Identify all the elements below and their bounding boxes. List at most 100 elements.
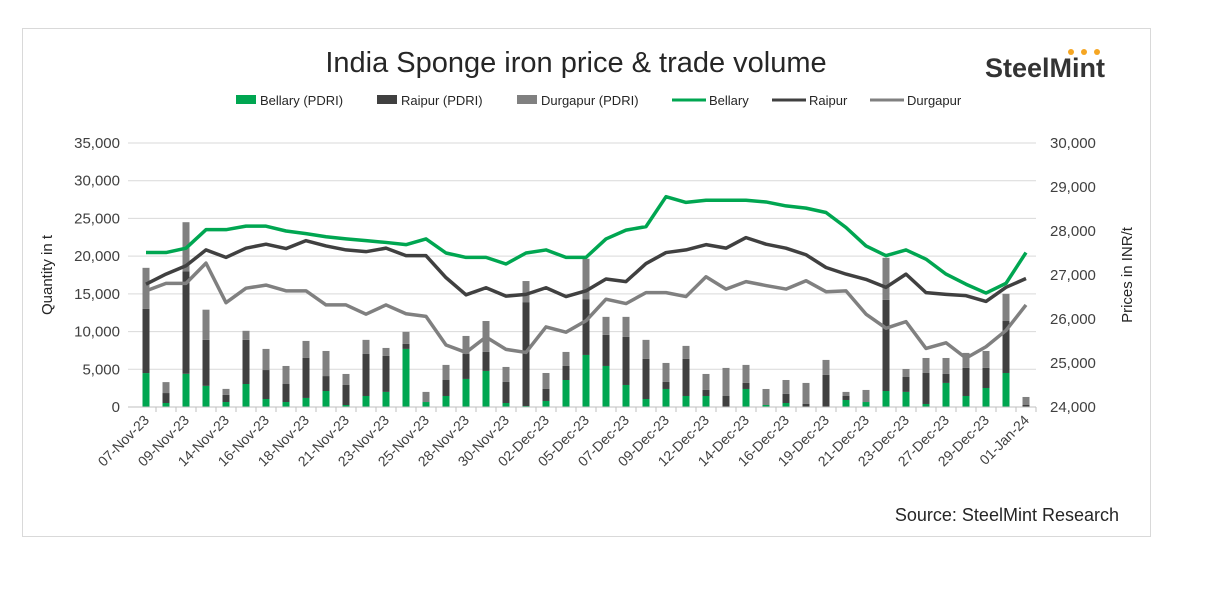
- bar-durgapur-pdri: [222, 388, 230, 395]
- bar-raipur-pdri: [262, 370, 270, 400]
- y-tick-right: 24,000: [1050, 399, 1096, 416]
- bar-durgapur-pdri: [1022, 396, 1030, 406]
- bar-durgapur-pdri: [402, 331, 410, 344]
- y-tick-left: 5,000: [82, 361, 120, 378]
- bar-raipur-pdri: [162, 393, 170, 404]
- y-axis-left-label: Quantity in t: [39, 234, 56, 315]
- bar-raipur-pdri: [222, 394, 230, 403]
- bar-durgapur-pdri: [262, 348, 270, 371]
- bar-durgapur-pdri: [342, 373, 350, 385]
- bar-durgapur-pdri: [622, 316, 630, 337]
- bar-raipur-pdri: [282, 383, 290, 403]
- line-bellary: [146, 194, 1028, 295]
- bar-bellary-pdri: [202, 385, 210, 407]
- bar-durgapur-pdri: [522, 281, 530, 303]
- bar-raipur-pdri: [742, 382, 750, 389]
- y-axis-right-label: Prices in INR/t: [1119, 226, 1136, 323]
- bar-raipur-pdri: [822, 374, 830, 407]
- bar-bellary-pdri: [322, 391, 330, 407]
- bar-durgapur-pdri: [462, 335, 470, 354]
- bar-bellary-pdri: [862, 402, 870, 407]
- y-tick-right: 29,000: [1050, 179, 1096, 196]
- bar-durgapur-pdri: [662, 362, 670, 382]
- bar-bellary-pdri: [982, 387, 990, 407]
- y-tick-right: 25,000: [1050, 355, 1096, 372]
- legend-label: Raipur: [809, 93, 848, 108]
- bar-raipur-pdri: [622, 336, 630, 385]
- bar-durgapur-pdri: [302, 340, 310, 358]
- bar-raipur-pdri: [942, 373, 950, 383]
- bar-bellary-pdri: [582, 354, 590, 407]
- bar-bellary-pdri: [382, 391, 390, 407]
- y-tick-left: 0: [112, 399, 120, 416]
- bar-raipur-pdri: [842, 395, 850, 400]
- bar-bellary-pdri: [682, 395, 690, 407]
- logo-dot: [1094, 49, 1100, 55]
- bar-durgapur-pdri: [562, 351, 570, 366]
- bar-durgapur-pdri: [362, 339, 370, 354]
- bar-bellary-pdri: [142, 373, 150, 407]
- logo-dot: [1081, 49, 1087, 55]
- legend-label: Durgapur (PDRI): [541, 93, 639, 108]
- bar-durgapur-pdri: [982, 350, 990, 368]
- bar-raipur-pdri: [322, 376, 330, 392]
- bar-bellary-pdri: [622, 384, 630, 407]
- legend-label: Raipur (PDRI): [401, 93, 483, 108]
- bar-bellary-pdri: [302, 397, 310, 407]
- bar-raipur-pdri: [462, 353, 470, 379]
- bar-durgapur-pdri: [682, 345, 690, 359]
- bar-raipur-pdri: [1002, 321, 1010, 373]
- bar-raipur-pdri: [902, 376, 910, 392]
- bar-durgapur-pdri: [242, 330, 250, 340]
- bar-bellary-pdri: [662, 388, 670, 407]
- bar-bellary-pdri: [462, 378, 470, 407]
- bar-bellary-pdri: [562, 379, 570, 407]
- logo-dot: [1068, 49, 1074, 55]
- bar-durgapur-pdri: [542, 372, 550, 389]
- bar-durgapur-pdri: [702, 373, 710, 390]
- lines: [145, 194, 1028, 360]
- bar-raipur-pdri: [582, 299, 590, 355]
- bar-bellary-pdri: [342, 405, 350, 407]
- bar-bellary-pdri: [442, 395, 450, 407]
- bar-bellary-pdri: [602, 365, 610, 407]
- bar-raipur-pdri: [562, 365, 570, 380]
- y-tick-left: 10,000: [74, 324, 120, 341]
- bar-bellary-pdri: [842, 399, 850, 407]
- bar-durgapur-pdri: [842, 391, 850, 396]
- y-tick-right: 26,000: [1050, 311, 1096, 328]
- bar-raipur-pdri: [542, 388, 550, 401]
- bar-raipur-pdri: [502, 381, 510, 404]
- bar-durgapur-pdri: [322, 350, 330, 377]
- bar-raipur-pdri: [402, 343, 410, 349]
- chart-title: India Sponge iron price & trade volume: [325, 47, 826, 79]
- bar-raipur-pdri: [722, 395, 730, 407]
- bar-raipur-pdri: [602, 334, 610, 366]
- bar-raipur-pdri: [182, 271, 190, 374]
- bar-durgapur-pdri: [942, 357, 950, 374]
- bar-bellary-pdri: [902, 391, 910, 407]
- bar-bellary-pdri: [742, 388, 750, 407]
- bar-bellary-pdri: [702, 395, 710, 407]
- bar-raipur-pdri: [922, 372, 930, 404]
- bar-durgapur-pdri: [782, 379, 790, 394]
- legend: Bellary (PDRI) Raipur (PDRI) Durgapur (PDR…: [236, 93, 962, 108]
- bar-durgapur-pdri: [802, 382, 810, 404]
- bar-durgapur-pdri: [162, 382, 170, 394]
- steelmint-logo: SteelMint: [985, 49, 1105, 83]
- bar-bellary-pdri: [402, 348, 410, 407]
- bar-raipur-pdri: [682, 358, 690, 396]
- bar-durgapur-pdri: [762, 388, 770, 406]
- legend-label: Durgapur: [907, 93, 962, 108]
- bar-durgapur-pdri: [882, 257, 890, 300]
- bar-bellary-pdri: [922, 403, 930, 407]
- bar-raipur-pdri: [362, 353, 370, 396]
- bar-bellary-pdri: [642, 399, 650, 407]
- bar-raipur-pdri: [482, 351, 490, 371]
- bar-bellary-pdri: [242, 383, 250, 407]
- bar-raipur-pdri: [202, 339, 210, 386]
- legend-swatch: [236, 95, 256, 104]
- y-tick-right: 28,000: [1050, 223, 1096, 240]
- y-tick-left: 30,000: [74, 173, 120, 190]
